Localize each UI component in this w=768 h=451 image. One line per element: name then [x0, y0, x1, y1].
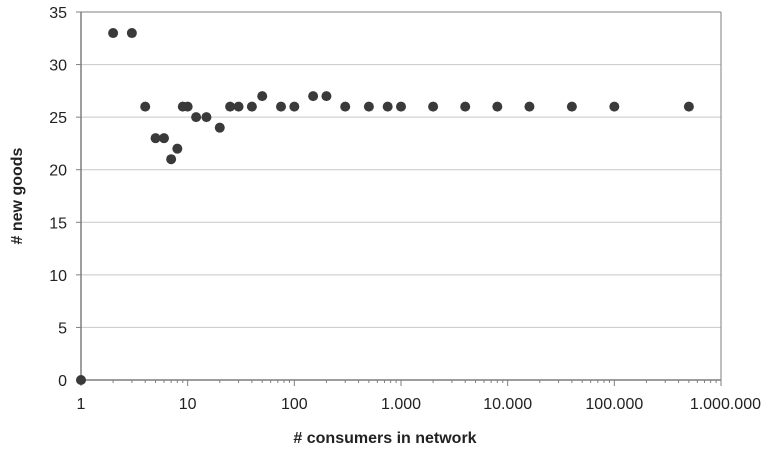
x-tick-label: 100 — [281, 396, 308, 413]
data-point — [524, 101, 535, 112]
data-point — [172, 143, 183, 154]
data-point — [340, 101, 351, 112]
data-point — [182, 101, 193, 112]
data-point — [492, 101, 503, 112]
data-point — [233, 101, 244, 112]
data-point — [76, 375, 86, 385]
data-point — [257, 91, 268, 102]
x-tick-label: 10 — [179, 396, 197, 413]
data-point — [566, 101, 577, 112]
data-point — [396, 101, 406, 112]
data-point — [150, 133, 161, 144]
x-axis-title: # consumers in network — [293, 430, 476, 447]
data-point — [308, 91, 319, 102]
y-tick-label: 5 — [58, 320, 67, 337]
tick-labels: 0 5 10 15 20 25 30 35 1 10 100 1.000 10.000 100.000 1.… — [49, 5, 761, 413]
data-point — [276, 101, 287, 112]
data-point — [428, 101, 439, 112]
y-axis-title: # new goods — [9, 147, 26, 244]
data-points — [76, 28, 694, 385]
x-tick-label: 1.000 — [381, 396, 421, 413]
x-tick-label: 1 — [77, 396, 86, 413]
data-point — [460, 101, 471, 112]
x-tick-label: 1.000.000 — [690, 396, 761, 413]
data-point — [140, 101, 151, 112]
data-point — [609, 101, 620, 112]
data-point — [201, 112, 212, 123]
data-point — [683, 101, 694, 112]
y-tick-label: 30 — [49, 58, 67, 75]
data-point — [159, 133, 170, 144]
axes — [76, 11, 722, 386]
data-point — [363, 101, 374, 112]
y-tick-label: 15 — [49, 215, 67, 232]
data-point — [225, 101, 236, 112]
y-tick-label: 20 — [49, 163, 67, 180]
x-tick-label: 10.000 — [483, 396, 532, 413]
gridlines — [81, 11, 721, 328]
y-tick-label: 10 — [49, 268, 67, 285]
data-point — [246, 101, 257, 112]
data-point — [214, 122, 225, 133]
data-point — [382, 101, 393, 112]
data-point — [289, 101, 300, 112]
data-point — [191, 112, 202, 123]
y-tick-label: 0 — [58, 373, 67, 390]
y-tick-label: 35 — [49, 5, 67, 22]
data-point — [166, 154, 177, 165]
data-point — [126, 28, 137, 39]
data-point — [321, 91, 332, 102]
data-point — [108, 28, 119, 39]
x-tick-label: 100.000 — [585, 396, 643, 413]
y-tick-label: 25 — [49, 110, 67, 127]
